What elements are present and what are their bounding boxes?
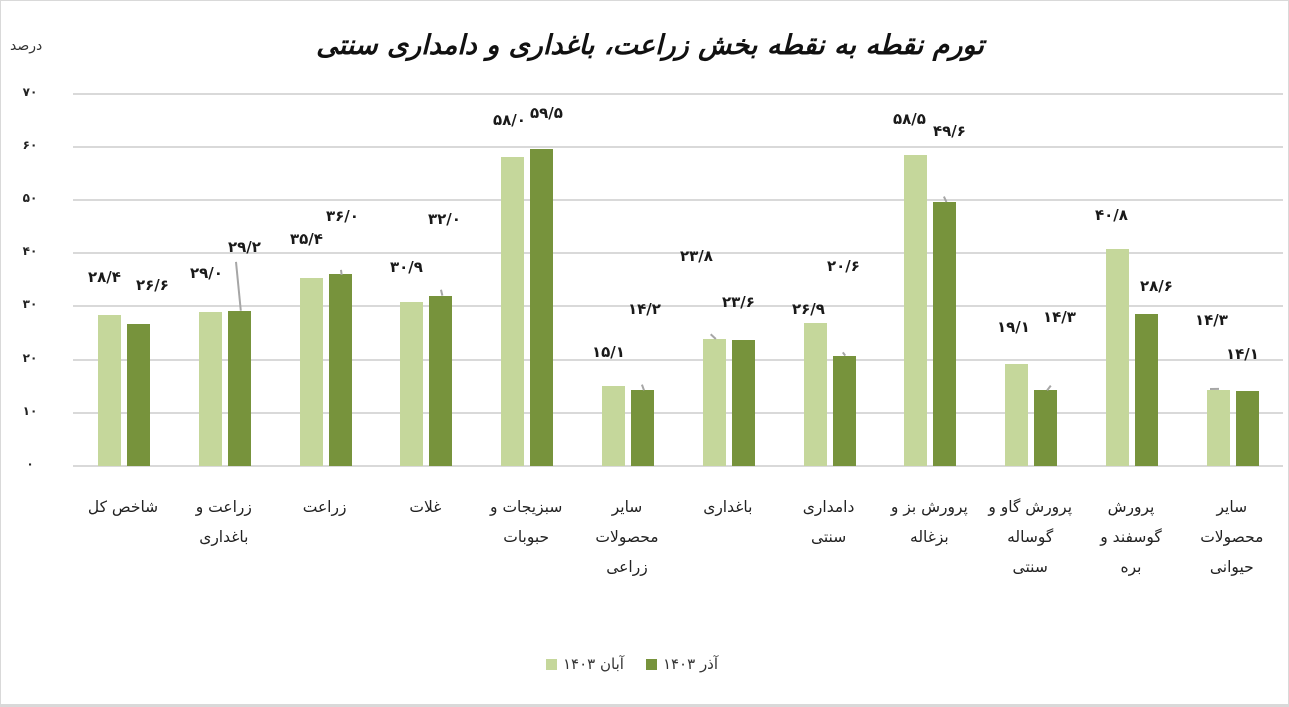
data-label-azar: ۱۴/۳ bbox=[1043, 308, 1076, 326]
category-label: سایر محصولات زراعی bbox=[595, 498, 659, 576]
legend: آذر ۱۴۰۳ آبان ۱۴۰۳ bbox=[546, 655, 718, 673]
gridline bbox=[73, 252, 1283, 255]
category-label: زراعت و باغداری bbox=[195, 498, 252, 546]
data-label-azar: ۴۹/۶ bbox=[933, 122, 966, 140]
data-label-azar: ۲۶/۶ bbox=[136, 276, 169, 294]
data-label-azar: ۱۴/۱ bbox=[1226, 345, 1259, 363]
data-label-aban: ۴۰/۸ bbox=[1095, 206, 1128, 224]
y-tick-label: ۰ bbox=[26, 457, 34, 471]
label-leader-line bbox=[1209, 387, 1219, 390]
bar-azar bbox=[328, 274, 352, 466]
data-label-aban: ۵۸/۰ bbox=[493, 111, 526, 129]
data-label-azar: ۱۴/۲ bbox=[628, 300, 661, 318]
data-label-azar: ۲۹/۲ bbox=[228, 238, 261, 256]
bar-aban bbox=[400, 301, 424, 466]
legend-swatch-azar-icon bbox=[645, 658, 657, 670]
label-leader-line bbox=[340, 269, 343, 275]
bar-azar bbox=[227, 310, 251, 466]
bar-aban bbox=[904, 154, 928, 466]
category-label: پرورش بز و بزغاله bbox=[890, 498, 968, 546]
bar-azar bbox=[429, 295, 453, 466]
data-label-aban: ۵۸/۵ bbox=[893, 110, 926, 128]
category-label: غلات bbox=[409, 498, 442, 516]
data-label-azar: ۳۶/۰ bbox=[326, 207, 359, 225]
bar-azar bbox=[731, 340, 755, 466]
data-label-azar: ۳۲/۰ bbox=[428, 210, 461, 228]
bar-azar bbox=[1034, 389, 1058, 466]
y-tick-label: ۷۰ bbox=[22, 84, 38, 99]
legend-swatch-aban-icon bbox=[546, 658, 557, 670]
data-label-aban: ۳۵/۴ bbox=[290, 230, 323, 248]
bar-aban bbox=[803, 322, 827, 466]
data-label-aban: ۲۶/۹ bbox=[792, 300, 825, 318]
legend-item-aban: آبان ۱۴۰۳ bbox=[546, 655, 624, 673]
y-tick-label: ۳۰ bbox=[22, 297, 38, 312]
category-label: باغداری bbox=[703, 498, 753, 516]
gridline bbox=[73, 465, 1283, 467]
bar-azar bbox=[127, 324, 150, 466]
data-label-aban: ۱۴/۳ bbox=[1195, 311, 1228, 329]
gridline bbox=[73, 358, 1283, 361]
bar-aban bbox=[198, 311, 222, 466]
legend-item-azar: آذر ۱۴۰۳ bbox=[645, 655, 719, 673]
bar-aban bbox=[1206, 389, 1230, 466]
data-label-aban: ۱۹/۱ bbox=[997, 318, 1030, 336]
gridline bbox=[73, 199, 1283, 201]
data-label-aban: ۱۵/۱ bbox=[592, 343, 625, 361]
y-tick-label: ۲۰ bbox=[22, 350, 38, 365]
bar-aban bbox=[98, 314, 121, 466]
data-label-aban: ۲۳/۸ bbox=[680, 247, 713, 265]
y-axis-unit-label: درصد bbox=[10, 38, 43, 54]
category-label: دامداری سنتی bbox=[802, 498, 855, 546]
gridline bbox=[73, 411, 1283, 414]
data-label-azar: ۲۳/۶ bbox=[722, 293, 755, 311]
gridline bbox=[73, 92, 1283, 95]
bar-azar bbox=[631, 390, 654, 466]
y-tick-label: ۵۰ bbox=[22, 191, 38, 205]
category-label: پرورش گاو و گوساله سنتی bbox=[988, 498, 1073, 576]
category-label: زراعت bbox=[302, 498, 347, 516]
data-label-aban: ۲۸/۴ bbox=[88, 268, 121, 286]
bar-azar bbox=[530, 149, 554, 466]
gridline bbox=[73, 145, 1283, 148]
data-label-aban: ۳۰/۹ bbox=[390, 258, 423, 276]
data-label-azar: ۵۹/۵ bbox=[530, 104, 563, 122]
bar-aban bbox=[702, 339, 726, 466]
bar-aban bbox=[1005, 364, 1029, 466]
gridline bbox=[73, 305, 1283, 308]
category-label: سایر محصولات حیوانی bbox=[1200, 498, 1264, 576]
bar-azar bbox=[1235, 390, 1259, 466]
category-label: شاخص کل bbox=[87, 498, 159, 516]
bar-aban bbox=[1106, 248, 1129, 466]
chart-title: تورم نقطه به نقطه بخش زراعت، باغداری و د… bbox=[316, 30, 984, 61]
data-label-azar: ۲۰/۶ bbox=[827, 257, 860, 275]
category-label: پرورش گوسفند و بره bbox=[1100, 498, 1162, 576]
bar-aban bbox=[299, 277, 323, 466]
legend-label-aban: آبان ۱۴۰۳ bbox=[563, 655, 624, 673]
bar-aban bbox=[602, 385, 625, 466]
data-label-aban: ۲۹/۰ bbox=[190, 264, 223, 282]
y-tick-label: ۱۰ bbox=[22, 403, 38, 418]
data-label-azar: ۲۸/۶ bbox=[1140, 277, 1173, 295]
bar-azar bbox=[832, 356, 856, 466]
category-label: سبزیجات و حبوبات bbox=[490, 498, 563, 546]
y-tick-label: ۴۰ bbox=[22, 244, 38, 259]
bar-azar bbox=[1135, 313, 1158, 466]
bar-azar bbox=[933, 202, 957, 466]
bar-aban bbox=[501, 157, 525, 466]
y-tick-label: ۶۰ bbox=[22, 137, 38, 152]
legend-label-azar: آذر ۱۴۰۳ bbox=[662, 655, 719, 673]
